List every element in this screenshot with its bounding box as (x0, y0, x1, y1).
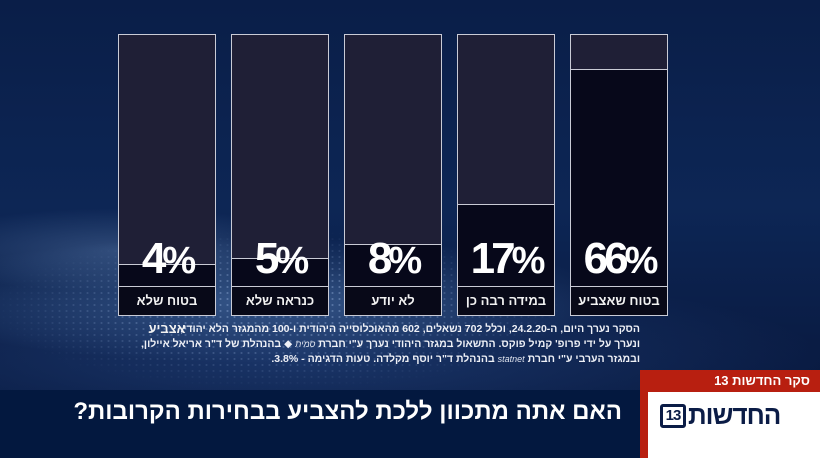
bar-chart: 66% בטוח שאצביע 17% במידה רבה כן 8% לא י… (118, 34, 668, 336)
bar-value: 66% (583, 234, 659, 283)
bar-label: כנראה שלא (232, 286, 328, 315)
bar-column: 17% במידה רבה כן (457, 34, 555, 316)
bar-column: 8% לא יודע (344, 34, 442, 316)
bar-label: במידה רבה כן (458, 286, 554, 315)
bar-value: 4% (141, 234, 196, 283)
bar-value: 8% (367, 234, 422, 283)
bar-label: בטוח שאצביע (571, 286, 667, 315)
methodology-line-1: הסקר נערך היום, ה-24.2.20, וכלל 702 נשאל… (180, 323, 640, 335)
methodology-note: הסקר נערך היום, ה-24.2.20, וכלל 702 נשאל… (120, 322, 640, 367)
logo-panel: החדשות 13 (648, 392, 820, 458)
diamond-icon: ◆ (284, 338, 293, 350)
pollster-logo: סמית (295, 339, 316, 349)
logo-text: החדשות (688, 400, 781, 430)
bar-value: 5% (254, 234, 309, 283)
logo-13-icon: 13 (660, 403, 686, 428)
poll-question: האם אתה מתכוון ללכת להצביע בבחירות הקרוב… (73, 398, 622, 425)
bar-fill (571, 69, 667, 315)
bar-label: בטוח שלא אצביע (119, 286, 215, 336)
bar-value: 17% (470, 234, 546, 283)
statnet-logo: statnet (497, 354, 525, 364)
methodology-line-3: ובמגזר הערבי ע"י חברת statnet בהנהלת ד"ר… (271, 353, 640, 365)
bar-label: לא יודע (345, 286, 441, 315)
channel-strip: סקר החדשות 13 (640, 370, 820, 392)
question-bar: האם אתה מתכוון ללכת להצביע בבחירות הקרוב… (0, 390, 640, 458)
channel-branding: סקר החדשות 13 החדשות 13 (640, 370, 820, 458)
red-accent (640, 392, 648, 458)
channel-logo: החדשות 13 (660, 400, 781, 431)
bar-column: 5% כנראה שלא (231, 34, 329, 316)
methodology-line-2: ונערך על ידי פרופ' קמיל פוקס. התשאול במג… (141, 338, 640, 350)
bar-column: 4% בטוח שלא אצביע (118, 34, 216, 336)
bar-column: 66% בטוח שאצביע (570, 34, 668, 316)
